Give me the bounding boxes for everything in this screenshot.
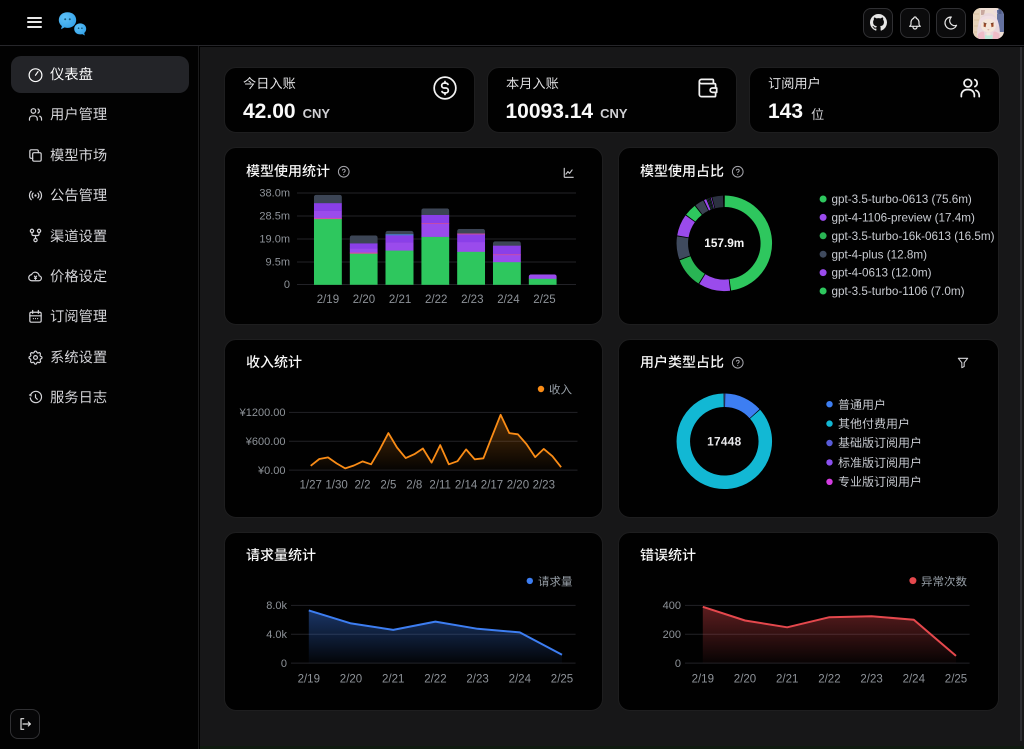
svg-text:2/20: 2/20	[507, 480, 529, 492]
svg-text:2/5: 2/5	[380, 480, 396, 492]
svg-text:28.5m: 28.5m	[259, 211, 290, 223]
svg-text:2/23: 2/23	[860, 674, 882, 686]
svg-text:2/19: 2/19	[691, 674, 713, 686]
svg-text:9.5m: 9.5m	[266, 257, 290, 269]
svg-text:2/25: 2/25	[551, 674, 573, 686]
svg-text:2/23: 2/23	[461, 294, 483, 306]
svg-text:¥1200.00: ¥1200.00	[239, 407, 286, 419]
svg-text:1/30: 1/30	[325, 480, 347, 492]
svg-text:gpt-4-0613 (12.0m): gpt-4-0613 (12.0m)	[831, 267, 931, 280]
svg-text:400: 400	[662, 600, 680, 612]
svg-text:2/25: 2/25	[944, 674, 966, 686]
svg-text:2/25: 2/25	[533, 294, 555, 306]
svg-text:gpt-4-1106-preview (17.4m): gpt-4-1106-preview (17.4m)	[831, 212, 974, 225]
svg-text:gpt-3.5-turbo-0613 (75.6m): gpt-3.5-turbo-0613 (75.6m)	[831, 193, 971, 206]
svg-text:2/24: 2/24	[497, 294, 520, 306]
svg-text:38.0m: 38.0m	[259, 188, 290, 200]
svg-text:4.0k: 4.0k	[266, 629, 287, 641]
svg-text:gpt-3.5-turbo-1106 (7.0m): gpt-3.5-turbo-1106 (7.0m)	[831, 285, 964, 298]
svg-text:¥0.00: ¥0.00	[257, 465, 286, 477]
svg-text:2/8: 2/8	[406, 480, 422, 492]
svg-text:2/2: 2/2	[355, 480, 371, 492]
svg-text:0: 0	[284, 279, 290, 291]
svg-text:¥600.00: ¥600.00	[245, 436, 286, 448]
svg-text:0: 0	[674, 658, 680, 670]
svg-text:8.0k: 8.0k	[266, 600, 287, 612]
svg-text:2/22: 2/22	[425, 294, 447, 306]
svg-text:1/27: 1/27	[300, 480, 322, 492]
svg-text:0: 0	[281, 658, 287, 670]
svg-text:200: 200	[662, 629, 680, 641]
svg-text:2/14: 2/14	[455, 480, 478, 492]
svg-text:2/23: 2/23	[533, 480, 555, 492]
svg-text:2/11: 2/11	[429, 480, 451, 492]
svg-text:2/20: 2/20	[733, 674, 755, 686]
svg-text:2/20: 2/20	[340, 674, 362, 686]
svg-text:gpt-3.5-turbo-16k-0613 (16.5m): gpt-3.5-turbo-16k-0613 (16.5m)	[831, 230, 994, 243]
svg-text:157.9m: 157.9m	[704, 236, 744, 250]
svg-text:2/24: 2/24	[902, 674, 925, 686]
svg-text:2/22: 2/22	[818, 674, 840, 686]
svg-text:2/21: 2/21	[389, 294, 411, 306]
svg-text:2/20: 2/20	[353, 294, 375, 306]
svg-text:2/22: 2/22	[424, 674, 446, 686]
svg-text:2/19: 2/19	[298, 674, 320, 686]
svg-text:19.0m: 19.0m	[259, 234, 290, 246]
svg-text:17448: 17448	[707, 435, 741, 449]
svg-text:2/17: 2/17	[481, 480, 503, 492]
svg-text:2/21: 2/21	[382, 674, 404, 686]
svg-text:gpt-4-plus (12.8m): gpt-4-plus (12.8m)	[831, 248, 927, 261]
svg-text:2/23: 2/23	[466, 674, 488, 686]
svg-text:2/21: 2/21	[776, 674, 798, 686]
svg-text:2/19: 2/19	[317, 294, 339, 306]
svg-text:2/24: 2/24	[509, 674, 532, 686]
